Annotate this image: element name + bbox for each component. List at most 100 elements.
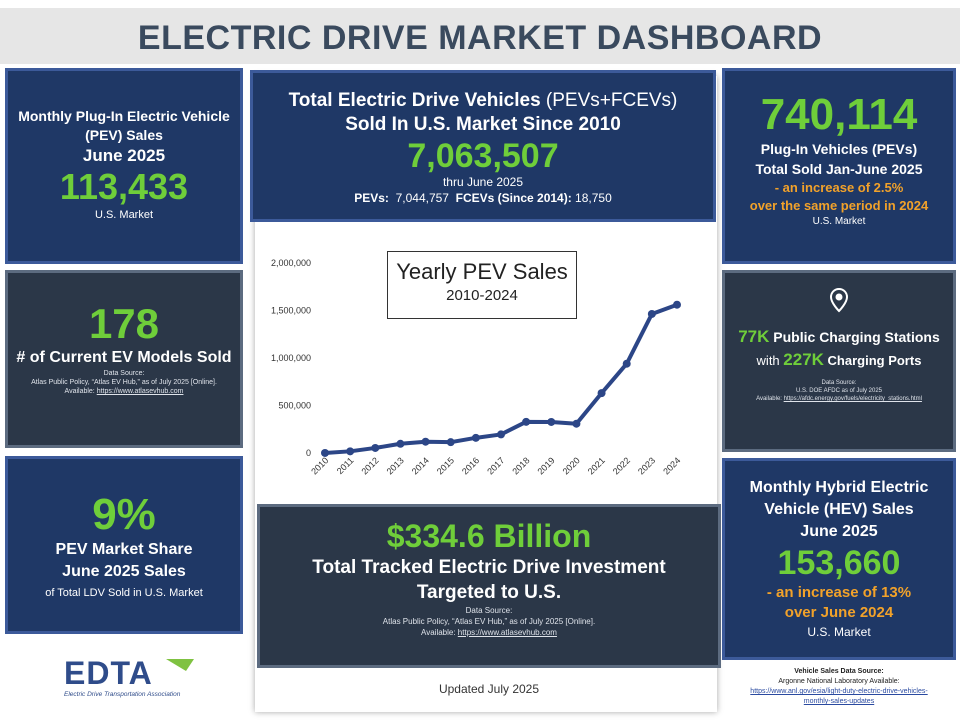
pev-label: PEVs: <box>354 191 389 205</box>
x-tick-label: 2019 <box>535 455 556 476</box>
data-point <box>647 309 656 318</box>
charging-source-text: U.S. DOE AFDC as of July 2025 <box>795 388 883 394</box>
total-ev-thru: thru June 2025 <box>442 175 524 189</box>
ytd-pev-panel: 740,114 Plug-In Vehicles (PEVs) Total So… <box>722 68 956 264</box>
page-title: ELECTRIC DRIVE MARKET DASHBOARD <box>137 19 823 57</box>
chart-subtitle: 2010-2024 <box>446 287 518 304</box>
x-tick-label: 2023 <box>636 455 657 476</box>
data-point <box>446 438 455 447</box>
charging-available-label: Available: <box>756 396 784 402</box>
data-point <box>673 300 681 309</box>
investment-source-available: Available: https://www.atlasevhub.com <box>260 627 718 638</box>
hev-period: over June 2024 <box>784 604 894 621</box>
edta-logo-tagline: Electric Drive Transportation Associatio… <box>64 691 181 698</box>
investment-source-title: Data Source: <box>465 606 513 615</box>
pev-sales-heading-line2: (PEV) Sales <box>85 127 163 143</box>
data-point <box>547 417 556 426</box>
total-ev-panel: Total Electric Drive Vehicles (PEVs+FCEV… <box>250 70 716 222</box>
x-tick-label: 2024 <box>661 455 682 476</box>
hev-sub: U.S. Market <box>807 625 871 639</box>
charging-ports-value: 227K <box>783 350 824 369</box>
pev-sales-heading-line1: Monthly Plug-In Electric Vehicle <box>18 108 230 124</box>
x-tick-label: 2015 <box>435 455 456 476</box>
yearly-pev-sales-chart: 0 500,000 1,000,000 1,500,000 2,000,000 2010 2… <box>271 258 682 477</box>
total-ev-heading: Total Electric Drive Vehicles (PEVs+FCEV… <box>253 89 713 113</box>
investment-source-link[interactable]: https://www.atlasevhub.com <box>457 628 557 637</box>
charging-source-available: Available: https://afdc.energy.gov/fuels… <box>725 395 953 403</box>
vehicle-source-link2[interactable]: monthly-sales-updates <box>803 698 875 705</box>
total-ev-heading-bold: Total Electric Drive Vehicles <box>288 90 541 111</box>
y-tick-label: 2,000,000 <box>271 258 311 268</box>
ev-models-source-text: Atlas Public Policy, “Atlas EV Hub,” as … <box>31 379 217 386</box>
edta-logo-text: EDTA <box>64 655 153 691</box>
ytd-pev-line1: Plug-In Vehicles (PEVs) <box>760 141 918 157</box>
title-bar: ELECTRIC DRIVE MARKET DASHBOARD <box>0 8 960 64</box>
market-share-line1: PEV Market Share <box>55 541 193 558</box>
data-point <box>471 433 480 442</box>
y-tick-label: 1,500,000 <box>271 306 311 316</box>
hev-line2: Vehicle (HEV) Sales <box>764 501 914 518</box>
charging-stations-label: Public Charging Stations <box>769 329 940 345</box>
x-tick-label: 2010 <box>309 455 330 476</box>
hev-increase: - an increase of 13% <box>766 584 912 601</box>
x-tick-label: 2012 <box>359 455 380 476</box>
data-point <box>396 439 405 448</box>
charging-with: with <box>756 353 784 368</box>
vehicle-source-block: Vehicle Sales Data Source: Argonne Natio… <box>722 667 956 707</box>
charging-stations-line: 77K Public Charging Stations <box>725 326 953 348</box>
investment-value: $334.6 Billion <box>386 518 592 554</box>
investment-line1: Total Tracked Electric Drive Investment <box>312 557 666 578</box>
ev-models-source-link[interactable]: https://www.atlasevhub.com <box>96 388 184 395</box>
investment-panel: $334.6 Billion Total Tracked Electric Dr… <box>257 504 721 668</box>
pev-sales-sub: U.S. Market <box>94 209 154 221</box>
edta-logo-mark <box>166 659 194 671</box>
ev-models-panel: 178 # of Current EV Models Sold Data Sou… <box>5 270 243 448</box>
pev-sales-month: June 2025 <box>82 146 166 165</box>
location-pin-icon <box>829 287 849 313</box>
data-point <box>346 447 355 456</box>
data-point <box>371 443 380 452</box>
ev-models-source-available: Available: https://www.atlasevhub.com <box>8 387 240 396</box>
vehicle-source-line: Argonne National Laboratory Available: <box>778 678 900 685</box>
ev-models-label: # of Current EV Models Sold <box>16 349 232 366</box>
x-tick-label: 2017 <box>485 455 506 476</box>
market-share-line2: June 2025 Sales <box>62 563 186 580</box>
y-tick-label: 500,000 <box>278 401 311 411</box>
ytd-pev-period: over the same period in 2024 <box>749 198 929 213</box>
hev-sales-panel: Monthly Hybrid Electric Vehicle (HEV) Sa… <box>722 458 956 660</box>
ytd-pev-sub: U.S. Market <box>812 216 866 227</box>
pev-sales-value: 113,433 <box>59 166 189 207</box>
pev-value: 7,044,757 <box>388 191 456 205</box>
chart-title-box: Yearly PEV Sales 2010-2024 <box>387 251 577 319</box>
monthly-pev-sales-panel: Monthly Plug-In Electric Vehicle (PEV) S… <box>5 68 243 264</box>
x-tick-label: 2018 <box>510 455 531 476</box>
vehicle-source-title: Vehicle Sales Data Source: <box>794 668 884 675</box>
ytd-pev-line2: Total Sold Jan-June 2025 <box>755 161 923 177</box>
x-tick-label: 2014 <box>410 455 431 476</box>
ytd-pev-increase: - an increase of 2.5% <box>774 180 904 195</box>
charging-source-link[interactable]: https://afdc.energy.gov/fuels/electricit… <box>783 396 922 402</box>
total-ev-subheading: Sold In U.S. Market Since 2010 <box>345 114 621 135</box>
chart-title: Yearly PEV Sales <box>396 259 568 284</box>
ev-models-source-title: Data Source: <box>103 370 145 377</box>
market-share-sub: of Total LDV Sold in U.S. Market <box>45 587 203 599</box>
investment-source-text: Atlas Public Policy, “Atlas EV Hub,” as … <box>382 617 596 626</box>
vehicle-source-link1[interactable]: https://www.anl.gov/esia/light-duty-elec… <box>750 688 928 695</box>
y-tick-label: 0 <box>306 448 311 458</box>
y-tick-label: 1,000,000 <box>271 353 311 363</box>
data-point <box>421 437 430 446</box>
data-point <box>321 448 329 457</box>
investment-available-label: Available: <box>421 628 458 637</box>
total-ev-value: 7,063,507 <box>407 137 559 175</box>
fcev-label: FCEVs (Since 2014): <box>455 191 572 205</box>
market-share-value: 9% <box>92 490 156 539</box>
total-ev-heading-rest: (PEVs+FCEVs) <box>540 90 678 111</box>
ev-models-value: 178 <box>88 300 160 347</box>
charging-stations-value: 77K <box>738 327 770 346</box>
data-point <box>522 417 531 426</box>
hev-line1: Monthly Hybrid Electric <box>749 479 929 496</box>
updated-label: Updated July 2025 <box>438 682 540 696</box>
x-tick-label: 2020 <box>561 455 582 476</box>
x-tick-label: 2022 <box>611 455 632 476</box>
edta-logo: EDTA Electric Drive Transportation Assoc… <box>62 655 202 705</box>
